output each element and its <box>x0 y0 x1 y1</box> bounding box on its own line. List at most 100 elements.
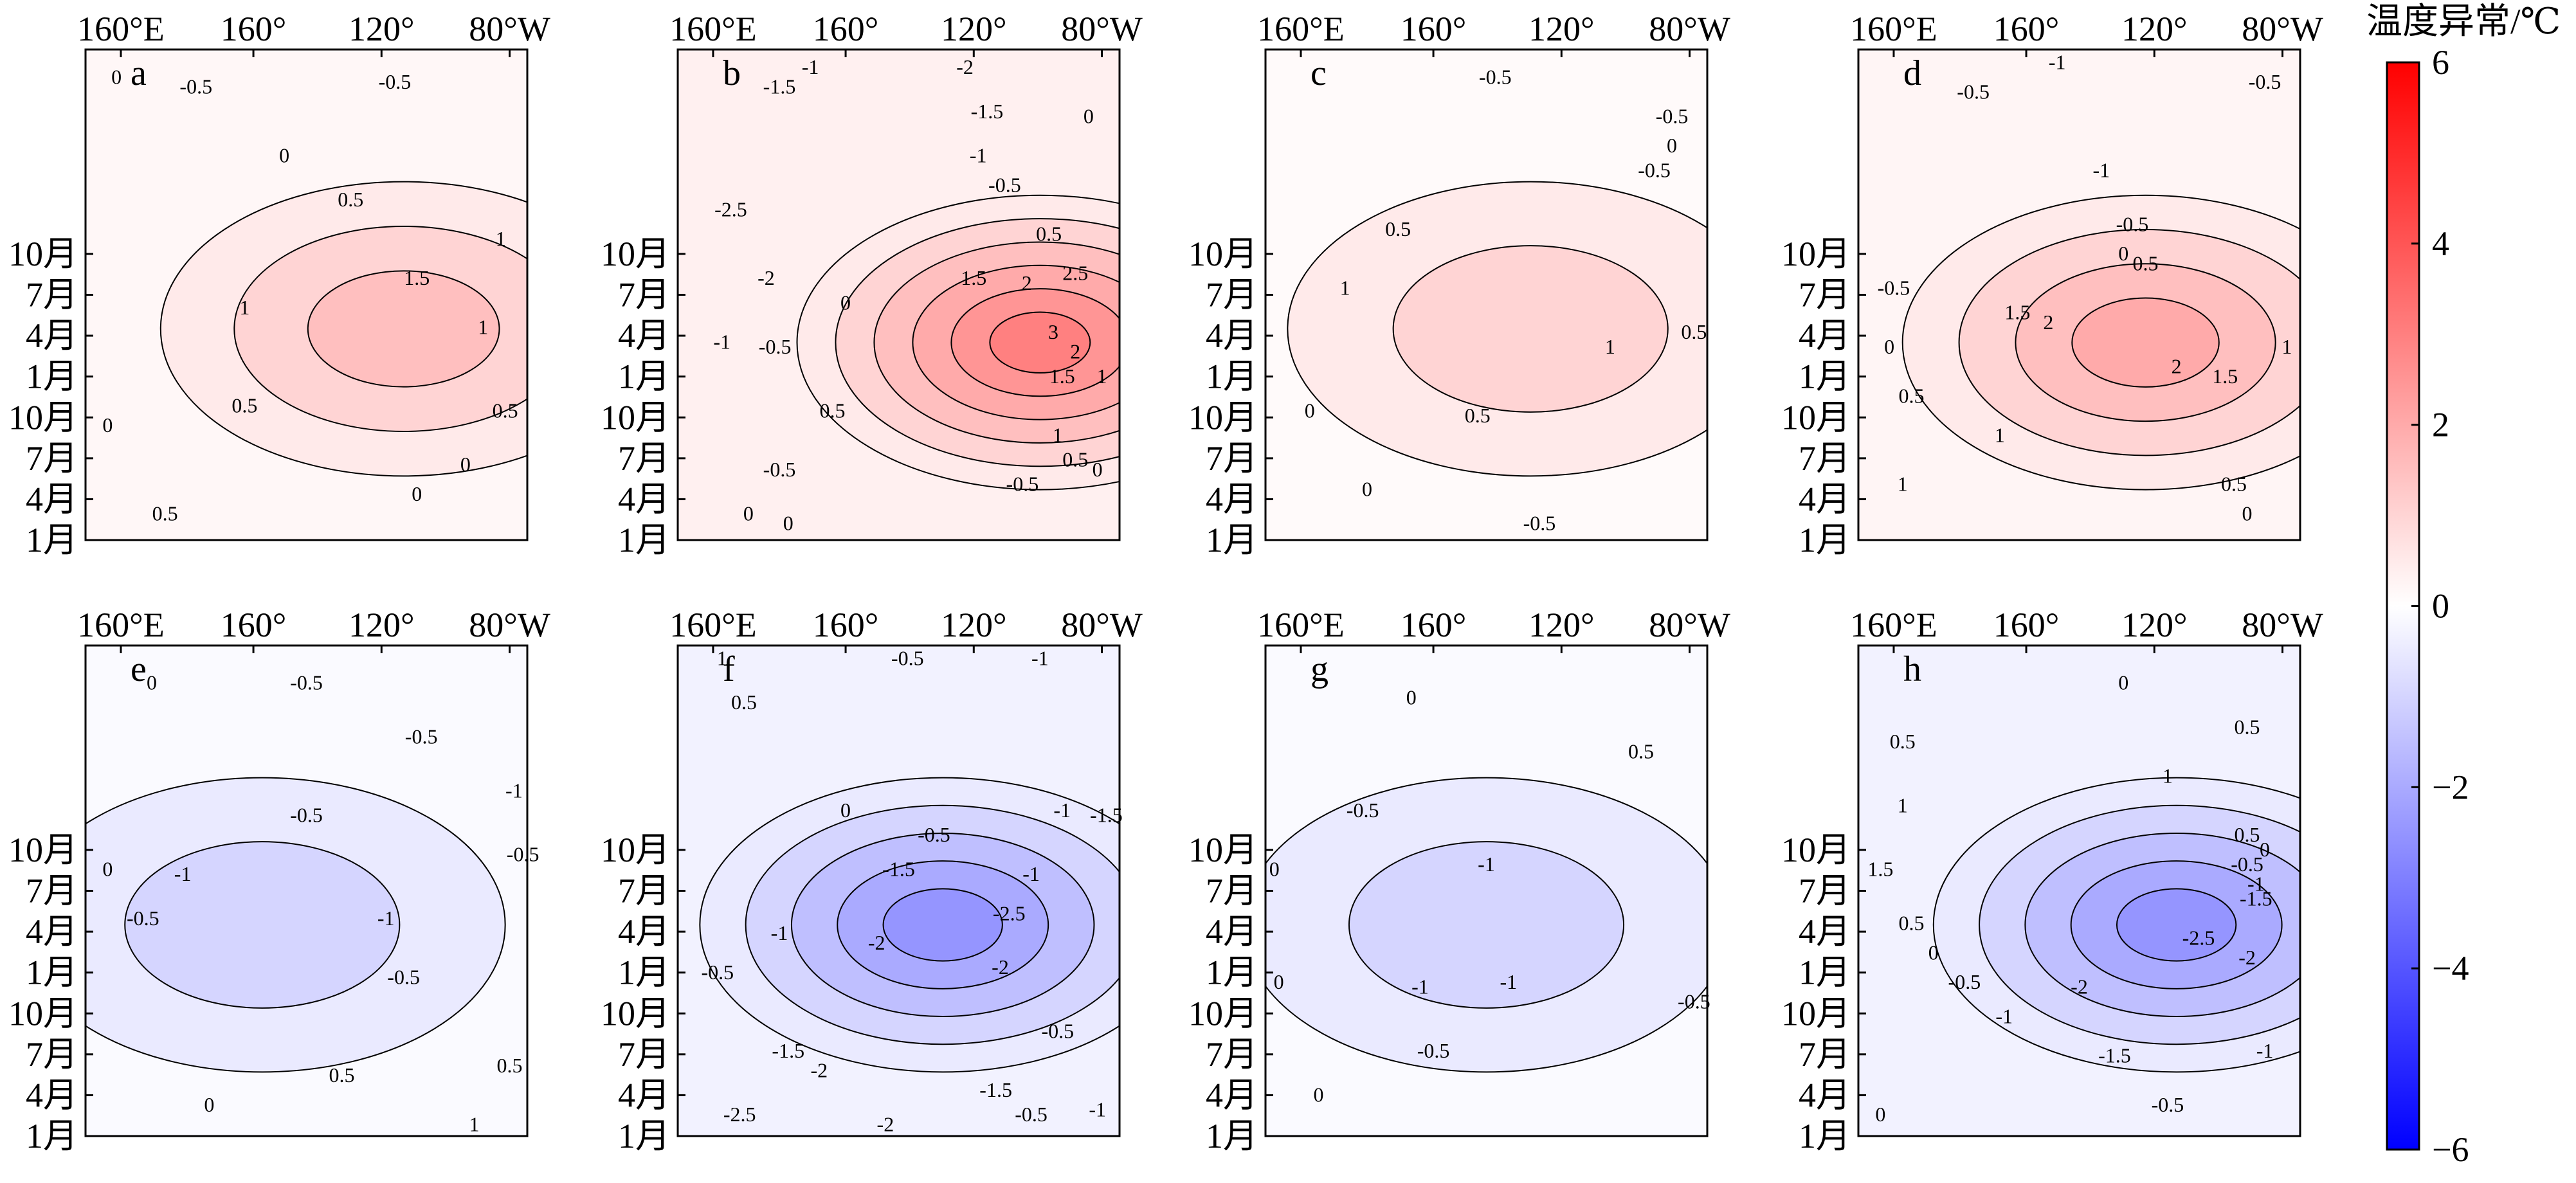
contour-label: 1 <box>1605 335 1615 358</box>
contour-label: 0.5 <box>1898 912 1924 935</box>
contour-label: -1 <box>1411 975 1429 998</box>
contour-band <box>124 841 401 1009</box>
y-tick-label: 1月 <box>618 521 670 559</box>
y-tick-label: 10月 <box>601 831 670 869</box>
anomaly-field <box>1901 194 2300 491</box>
contour-label: 0.5 <box>338 188 363 211</box>
panel-e: 0 -0.5-0.5-1-0.5-0.5-10-0.5 -1-0.50.5 0.501… <box>8 606 550 1155</box>
contour-label: -1.5 <box>882 858 915 881</box>
contour-label: -0.5 <box>179 75 212 98</box>
y-tick-label: 7月 <box>1206 872 1258 910</box>
x-tick-label: 160° <box>1993 10 2060 48</box>
contour-label: -1 <box>1031 647 1049 670</box>
y-tick-label: 4月 <box>1799 912 1851 951</box>
contour-labels: -1-0.5 -0.5-1-0.50 0.5-0.501.5 22 1.510.511 0… <box>1878 51 2292 525</box>
y-tick-label: 7月 <box>618 872 670 910</box>
y-tick-label: 10月 <box>8 235 78 273</box>
contour-label: 0.5 <box>2221 473 2247 496</box>
contour-label: 0.5 <box>1385 217 1411 240</box>
contour-label: -2.5 <box>2182 926 2215 949</box>
x-ticks: 160°E 160° 120° 80°W <box>1850 10 2323 57</box>
contour-label: 0 <box>840 799 851 822</box>
y-tick-label: 4月 <box>618 1076 670 1114</box>
panel-h: 00.50.5110.50-0.5-1-1.51.50.50-0.5-1-2-2… <box>1781 606 2323 1155</box>
contour-label: 1 <box>469 1112 480 1135</box>
y-tick-label: 1月 <box>618 1117 670 1155</box>
contour-label: 0.5 <box>1465 404 1491 427</box>
contour-label: -2.5 <box>714 197 747 221</box>
y-tick-label: 4月 <box>1206 1076 1258 1114</box>
x-tick-label: 80°W <box>2242 10 2323 48</box>
panel-letter: a <box>131 53 147 93</box>
contour-label: 0 <box>1084 104 1094 127</box>
x-tick-label: 120° <box>349 606 415 644</box>
colorbar-tick-label: 6 <box>2432 43 2449 82</box>
contour-label: -1.5 <box>2240 887 2272 910</box>
contour-label: 1.5 <box>1049 365 1075 388</box>
x-tick-label: 120° <box>2121 10 2188 48</box>
contour-label: -2 <box>757 266 775 289</box>
x-tick-label: 160°E <box>669 10 757 48</box>
contour-label: -0.5 <box>2152 1093 2184 1116</box>
contour-label: 3 <box>1048 320 1058 343</box>
contour-label: -1.5 <box>979 1078 1012 1101</box>
y-tick-label: 7月 <box>26 276 78 314</box>
colorbar: 温度异常/℃ 6 4 2 0 −2 −4 −6 <box>2366 2 2561 1169</box>
contour-label: -0.5 <box>127 907 159 930</box>
y-tick-label: 10月 <box>1188 994 1258 1033</box>
contour-label: 2 <box>2043 311 2053 334</box>
contour-labels: -1-1.5-2-1.5-1-0.50-2.5-20-1 -0.50.51.5 2 2… <box>713 55 1107 535</box>
y-tick-label: 1月 <box>618 953 670 992</box>
panel-g: 0 0.5 -0.5 -1 0 -1 -1 0 -0.5 -0.5 0 g 160°E 160° 120° 8… <box>1188 606 1730 1155</box>
anomaly-field <box>1287 181 1707 477</box>
contour-label: 0 <box>279 143 289 167</box>
contour-label: -1 <box>970 143 987 167</box>
contour-label: -1 <box>2093 158 2110 181</box>
x-ticks: 160°E 160° 120° 80°W <box>1850 606 2323 653</box>
contour-labels: 0 0.5 -0.5 -1 0 -1 -1 0 -0.5 -0.5 0 <box>1269 686 1710 1106</box>
panel-d: -1-0.5 -0.5-1-0.50 0.5-0.501.5 22 1.510.511 0… <box>1781 10 2323 559</box>
y-tick-label: 10月 <box>1781 235 1851 273</box>
panel-letter: f <box>723 649 735 689</box>
contour-label: 0.5 <box>493 399 518 422</box>
contour-label: -1 <box>2247 872 2265 896</box>
y-tick-label: 1月 <box>1206 953 1258 992</box>
x-tick-label: 80°W <box>2242 606 2323 644</box>
contour-label: 2 <box>1022 271 1032 294</box>
y-tick-label: 4月 <box>618 480 670 518</box>
contour-label: 0.5 <box>2133 251 2159 275</box>
contour-label: -2 <box>2238 946 2256 969</box>
contour-label: 1 <box>1995 423 2005 446</box>
contour-label: 0 <box>2118 242 2128 265</box>
contour-label: 0 <box>1875 1103 1885 1126</box>
contour-label: -0.5 <box>1656 104 1689 127</box>
contour-label: 1 <box>1097 365 1107 388</box>
contour-label: 1.5 <box>961 266 986 289</box>
contour-label: -1.5 <box>763 75 796 98</box>
contour-label: -0.5 <box>1347 799 1379 822</box>
contour-label: 0.5 <box>1681 320 1707 343</box>
contour-label: -1 <box>505 779 523 802</box>
y-tick-label: 7月 <box>1799 276 1851 314</box>
y-tick-label: 7月 <box>26 439 78 478</box>
y-tick-label: 1月 <box>1206 521 1258 559</box>
contour-label: 0.5 <box>1898 384 1924 407</box>
y-tick-label: 7月 <box>1799 872 1851 910</box>
contour-label: 1 <box>1898 793 1908 817</box>
y-tick-label: 4月 <box>618 912 670 951</box>
contour-label: -0.5 <box>1015 1103 1048 1126</box>
y-tick-label: 4月 <box>26 316 78 355</box>
y-tick-label: 7月 <box>26 872 78 910</box>
contour-label: -0.5 <box>1957 80 1990 103</box>
contour-label: -1.5 <box>2098 1044 2131 1067</box>
x-tick-label: 160°E <box>1850 606 1937 644</box>
colorbar-title: 温度异常/℃ <box>2366 2 2561 42</box>
contour-label: -1 <box>2256 1039 2274 1062</box>
contour-label: 0 <box>2260 838 2270 861</box>
contour-label: -1 <box>713 330 730 353</box>
x-tick-label: 160°E <box>1257 10 1345 48</box>
contour-label: 1 <box>1898 473 1908 496</box>
contour-label: 1.5 <box>2004 301 2030 324</box>
